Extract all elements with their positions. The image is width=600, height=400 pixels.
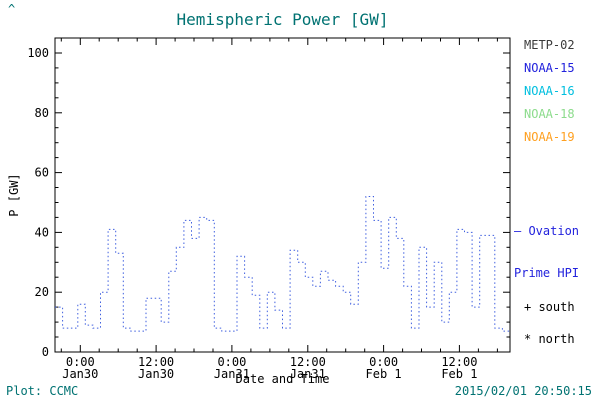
y-tick-label: 0	[42, 345, 49, 359]
x-tick-date-label: Feb 1	[441, 367, 477, 381]
y-tick-label: 20	[35, 285, 49, 299]
ovation-line1: — Ovation	[514, 224, 580, 238]
x-axis-label: Date and Time	[235, 372, 330, 386]
x-tick-time-label: 0:00	[66, 355, 95, 369]
y-tick-label: 100	[27, 46, 49, 60]
x-tick-time-label: 12:00	[441, 355, 477, 369]
legend-item: NOAA-16	[524, 84, 575, 98]
x-tick-time-label: 0:00	[217, 355, 246, 369]
x-tick-date-label: Feb 1	[366, 367, 402, 381]
hpi-step-line	[55, 196, 510, 332]
plot-frame	[54, 37, 511, 353]
legend-item: METP-02	[524, 38, 575, 52]
x-tick-time-label: 12:00	[138, 355, 174, 369]
north-marker-label: * north	[524, 332, 575, 346]
x-tick-date-label: Jan31	[290, 367, 326, 381]
ovation-prime-label: — Ovation Prime HPI	[514, 196, 579, 308]
south-marker-label: + south	[524, 300, 575, 314]
chart-title: Hemispheric Power [GW]	[176, 10, 389, 29]
y-tick-label: 40	[35, 225, 49, 239]
plot-credit: Plot: CCMC	[6, 384, 79, 398]
legend-item: NOAA-19	[524, 130, 575, 144]
x-tick-date-label: Jan30	[138, 367, 174, 381]
corner-caret-mark: ^	[8, 2, 16, 16]
x-tick-date-label: Jan30	[62, 367, 98, 381]
x-tick-date-label: Jan31	[214, 367, 250, 381]
legend-item: NOAA-15	[524, 61, 575, 75]
satellite-legend: METP-02 NOAA-15 NOAA-16 NOAA-18 NOAA-19	[524, 38, 575, 153]
ovation-line2: Prime HPI	[514, 266, 580, 280]
y-tick-label: 80	[35, 106, 49, 120]
legend-item: NOAA-18	[524, 107, 575, 121]
plot-timestamp: 2015/02/01 20:50:15	[454, 384, 592, 398]
x-tick-time-label: 12:00	[290, 355, 326, 369]
y-tick-label: 60	[35, 166, 49, 180]
x-tick-time-label: 0:00	[369, 355, 398, 369]
